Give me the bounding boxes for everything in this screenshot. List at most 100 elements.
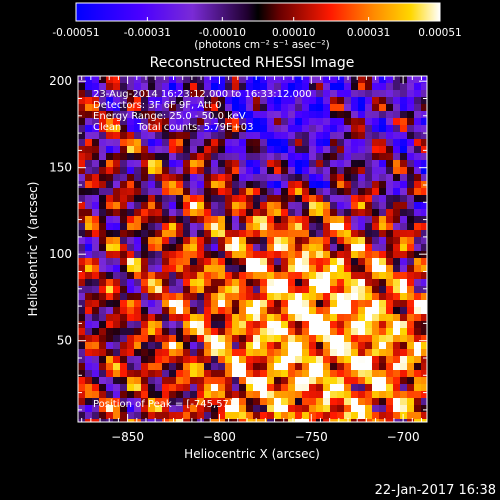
heatmap-cell bbox=[120, 398, 128, 406]
heatmap-cell bbox=[351, 104, 359, 112]
heatmap-cell bbox=[183, 314, 191, 322]
heatmap-cell bbox=[211, 272, 219, 280]
heatmap-cell bbox=[246, 216, 254, 224]
heatmap-cell bbox=[379, 125, 387, 133]
heatmap-cell bbox=[169, 237, 177, 245]
heatmap-cell bbox=[281, 209, 289, 217]
heatmap-cell bbox=[232, 342, 240, 350]
heatmap-cell bbox=[183, 160, 191, 168]
heatmap-cell bbox=[365, 174, 373, 182]
heatmap-cell bbox=[190, 132, 198, 140]
heatmap-cell bbox=[204, 314, 212, 322]
heatmap-cell bbox=[316, 279, 324, 287]
heatmap-cell bbox=[386, 139, 394, 147]
heatmap-cell bbox=[106, 146, 114, 154]
heatmap-cell bbox=[302, 342, 310, 350]
heatmap-cell bbox=[379, 335, 387, 343]
heatmap-cell bbox=[113, 167, 121, 175]
heatmap-cell bbox=[155, 279, 163, 287]
heatmap-cell bbox=[225, 209, 233, 217]
heatmap-cell bbox=[393, 76, 401, 84]
heatmap-cell bbox=[351, 90, 359, 98]
heatmap-cell bbox=[120, 167, 128, 175]
heatmap-cell bbox=[358, 223, 366, 231]
heatmap-cell bbox=[197, 398, 205, 406]
heatmap-cell bbox=[204, 111, 212, 119]
heatmap-cell bbox=[106, 279, 114, 287]
heatmap-cell bbox=[393, 363, 401, 371]
heatmap-cell bbox=[316, 97, 324, 105]
heatmap-cell bbox=[281, 293, 289, 301]
heatmap-cell bbox=[218, 160, 226, 168]
heatmap-cell bbox=[316, 167, 324, 175]
heatmap-cell bbox=[162, 349, 170, 357]
heatmap-cell bbox=[225, 363, 233, 371]
heatmap-cell bbox=[239, 125, 247, 133]
heatmap-cell bbox=[365, 279, 373, 287]
heatmap-cell bbox=[197, 111, 205, 119]
heatmap-cell bbox=[414, 139, 422, 147]
heatmap-cell bbox=[127, 272, 135, 280]
heatmap-cell bbox=[232, 174, 240, 182]
heatmap-cell bbox=[295, 307, 303, 315]
heatmap-cell bbox=[274, 251, 282, 259]
heatmap-cell bbox=[393, 314, 401, 322]
heatmap-cell bbox=[197, 286, 205, 294]
heatmap-cell bbox=[169, 377, 177, 385]
heatmap-cell bbox=[92, 160, 100, 168]
heatmap-cell bbox=[225, 132, 233, 140]
heatmap-cell bbox=[386, 202, 394, 210]
heatmap-cell bbox=[393, 419, 401, 422]
heatmap-cell bbox=[120, 293, 128, 301]
heatmap-cell bbox=[155, 377, 163, 385]
heatmap-cell bbox=[302, 83, 310, 91]
heatmap-cell bbox=[337, 139, 345, 147]
heatmap-cell bbox=[302, 97, 310, 105]
heatmap-cell bbox=[183, 286, 191, 294]
heatmap-cell bbox=[190, 76, 198, 84]
heatmap-cell bbox=[169, 188, 177, 196]
heatmap-cell bbox=[288, 132, 296, 140]
heatmap-cell bbox=[414, 405, 422, 413]
heatmap-cell bbox=[190, 223, 198, 231]
heatmap-cell bbox=[253, 188, 261, 196]
heatmap-cell bbox=[239, 230, 247, 238]
heatmap-cell bbox=[120, 349, 128, 357]
heatmap-cell bbox=[337, 223, 345, 231]
heatmap-cell bbox=[365, 286, 373, 294]
heatmap-cell bbox=[323, 104, 331, 112]
heatmap-cell bbox=[176, 153, 184, 161]
heatmap-cell bbox=[351, 125, 359, 133]
heatmap-cell bbox=[232, 153, 240, 161]
heatmap-cell bbox=[148, 153, 156, 161]
heatmap-cell bbox=[225, 195, 233, 203]
heatmap-cell bbox=[260, 244, 268, 252]
heatmap-cell bbox=[302, 167, 310, 175]
heatmap-cell bbox=[99, 174, 107, 182]
heatmap-cell bbox=[260, 76, 268, 84]
heatmap-cell bbox=[309, 405, 317, 413]
heatmap-cell bbox=[99, 321, 107, 329]
heatmap-cell bbox=[183, 188, 191, 196]
heatmap-cell bbox=[120, 216, 128, 224]
heatmap-cell bbox=[400, 412, 408, 420]
heatmap-cell bbox=[414, 342, 422, 350]
heatmap-cell bbox=[351, 223, 359, 231]
heatmap-cell bbox=[134, 384, 142, 392]
heatmap-cell bbox=[134, 188, 142, 196]
heatmap-cell bbox=[295, 398, 303, 406]
heatmap-cell bbox=[337, 132, 345, 140]
heatmap-cell bbox=[120, 342, 128, 350]
colorbar-tick-label: 0.00010 bbox=[272, 27, 315, 39]
heatmap-cell bbox=[260, 293, 268, 301]
heatmap-cell bbox=[169, 265, 177, 273]
heatmap-cell bbox=[197, 307, 205, 315]
heatmap-cell bbox=[379, 76, 387, 84]
heatmap-cell bbox=[169, 195, 177, 203]
heatmap-cell bbox=[344, 258, 352, 266]
heatmap-cell bbox=[155, 188, 163, 196]
heatmap-cell bbox=[267, 237, 275, 245]
heatmap-cell bbox=[78, 384, 86, 392]
heatmap-cell bbox=[225, 335, 233, 343]
heatmap-cell bbox=[239, 76, 247, 84]
